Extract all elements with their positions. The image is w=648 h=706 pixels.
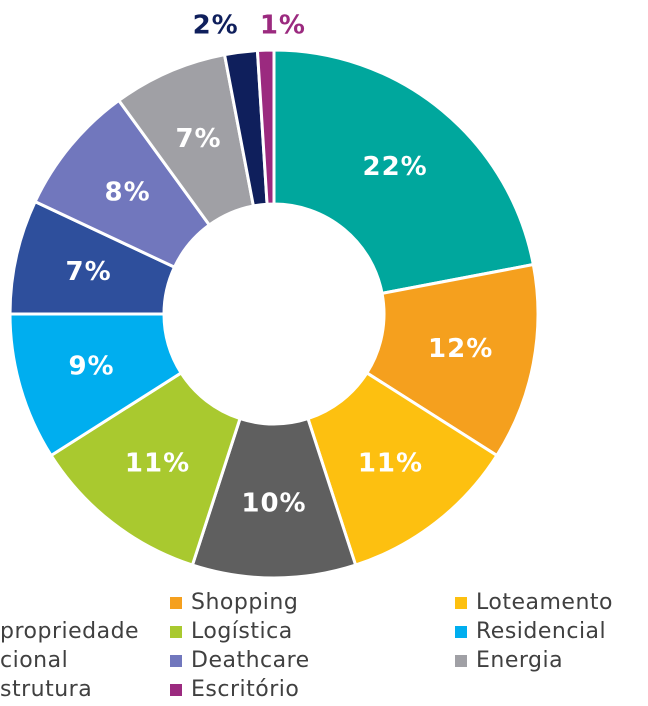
data-label: 11% [358,449,423,479]
legend-label: Deathcare [191,648,310,673]
data-label: 7% [65,257,111,287]
legend-label: Loteamento [476,590,613,615]
legend-swatch [170,655,182,667]
legend-label: Residencial [476,619,606,644]
donut-segment [255,48,276,206]
donut-segment [272,48,536,296]
legend-label: propriedade [0,619,139,644]
data-label: 7% [175,124,221,154]
legend-swatch [170,626,182,638]
data-label: 9% [68,352,114,382]
legend-label: Energia [476,648,563,673]
legend-label: Escritório [191,677,299,702]
legend-label: Logística [191,619,293,644]
legend-label: Shopping [191,590,298,615]
donut-segment [364,262,540,458]
data-label: 11% [125,449,190,479]
legend-swatch [170,684,182,696]
legend-swatch [455,597,467,609]
legend-swatch [455,655,467,667]
legend-swatch [170,597,182,609]
data-label: 22% [362,152,427,182]
donut-segment [306,370,499,567]
data-label: 8% [105,177,151,207]
legend-label: strutura [0,677,92,702]
data-label: 12% [428,334,493,364]
legend-swatch [455,626,467,638]
donut-segment [190,416,358,580]
legend-label: cional [0,648,68,673]
donut-segment [49,370,242,567]
data-label: 2% [193,11,239,41]
data-label: 1% [260,11,306,41]
data-label: 10% [241,489,306,519]
